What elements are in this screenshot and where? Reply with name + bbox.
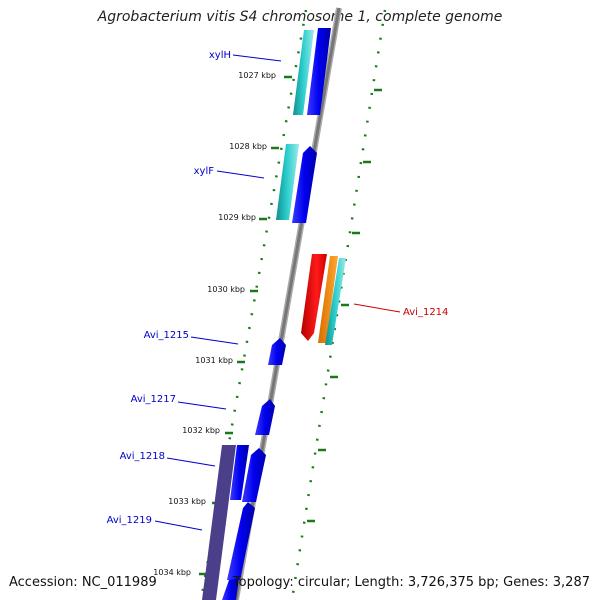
map-title: Agrobacterium vitis S4 chromosome 1, com…: [97, 9, 503, 25]
Avi_1215-callout: [190, 336, 239, 345]
Avi_1214-feature: [301, 254, 327, 341]
outer-ruler: [290, 9, 387, 600]
gene-label-Avi_1219: Avi_1219: [107, 515, 152, 526]
gene-label-Avi_1214: Avi_1214: [403, 307, 448, 318]
tick-label: 1033 kbp: [168, 497, 206, 506]
gene-label-Avi_1218: Avi_1218: [120, 451, 165, 462]
tick-labels: 1027 kbp 1028 kbp 1029 kbp 1030 kbp 1031…: [153, 71, 276, 577]
inner-ruler: [199, 9, 308, 600]
Avi_1218-cds-feature: [242, 448, 266, 502]
orange-feature: [318, 256, 338, 343]
xylF-feature: [276, 144, 299, 220]
tick-label: 1030 kbp: [207, 285, 245, 294]
outer-ruler-dots: [290, 9, 387, 600]
cds-feature: [307, 28, 331, 115]
tick-label: 1034 kbp: [153, 568, 191, 577]
tick-label: 1028 kbp: [229, 142, 267, 151]
tick-label: 1029 kbp: [218, 213, 256, 222]
Avi_1217-callout: [177, 401, 227, 410]
accession-text: Accession: NC_011989: [9, 575, 157, 590]
cds-feature: [222, 578, 239, 600]
gene-label-xylH: xylH: [209, 50, 231, 61]
forward-cds-track: [222, 28, 331, 600]
gene-label-Avi_1217: Avi_1217: [131, 394, 176, 405]
inner-ruler-dots: [199, 9, 308, 600]
gene-label-Avi_1215: Avi_1215: [144, 330, 189, 341]
tick-label: 1032 kbp: [182, 426, 220, 435]
cyan-feature: [325, 258, 346, 345]
xylH-callout: [232, 54, 282, 62]
tick-label: 1027 kbp: [238, 71, 276, 80]
topology-text: Topology: circular; Length: 3,726,375 bp…: [232, 575, 590, 590]
Avi_1219-callout: [154, 520, 203, 531]
gene-label-xylF: xylF: [194, 166, 215, 177]
Avi_1218-feature: [230, 445, 249, 500]
Avi_1215-feature: [268, 338, 286, 365]
xylF-cds-feature: [292, 146, 317, 223]
gene-labels: xylH xylF Avi_1214 Avi_1215 Avi_1217 Avi…: [107, 50, 448, 531]
tick-label: 1031 kbp: [195, 356, 233, 365]
gc-skew-band: [202, 445, 236, 600]
Avi_1218-callout: [166, 457, 216, 467]
Avi_1214-callout: [353, 303, 401, 313]
Avi_1219-feature: [227, 502, 255, 580]
xylH-feature: [293, 30, 314, 115]
xylF-callout: [216, 170, 265, 179]
Avi_1217-feature: [255, 399, 275, 435]
reverse-cds-track: [301, 254, 346, 345]
